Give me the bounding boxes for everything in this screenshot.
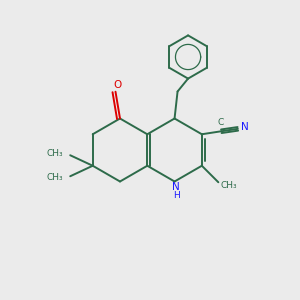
Text: C: C [218,118,224,127]
Text: CH₃: CH₃ [47,173,64,182]
Text: H: H [173,190,179,200]
Text: N: N [172,182,180,192]
Text: O: O [113,80,121,90]
Text: N: N [241,122,248,132]
Text: CH₃: CH₃ [220,181,237,190]
Text: CH₃: CH₃ [47,149,64,158]
